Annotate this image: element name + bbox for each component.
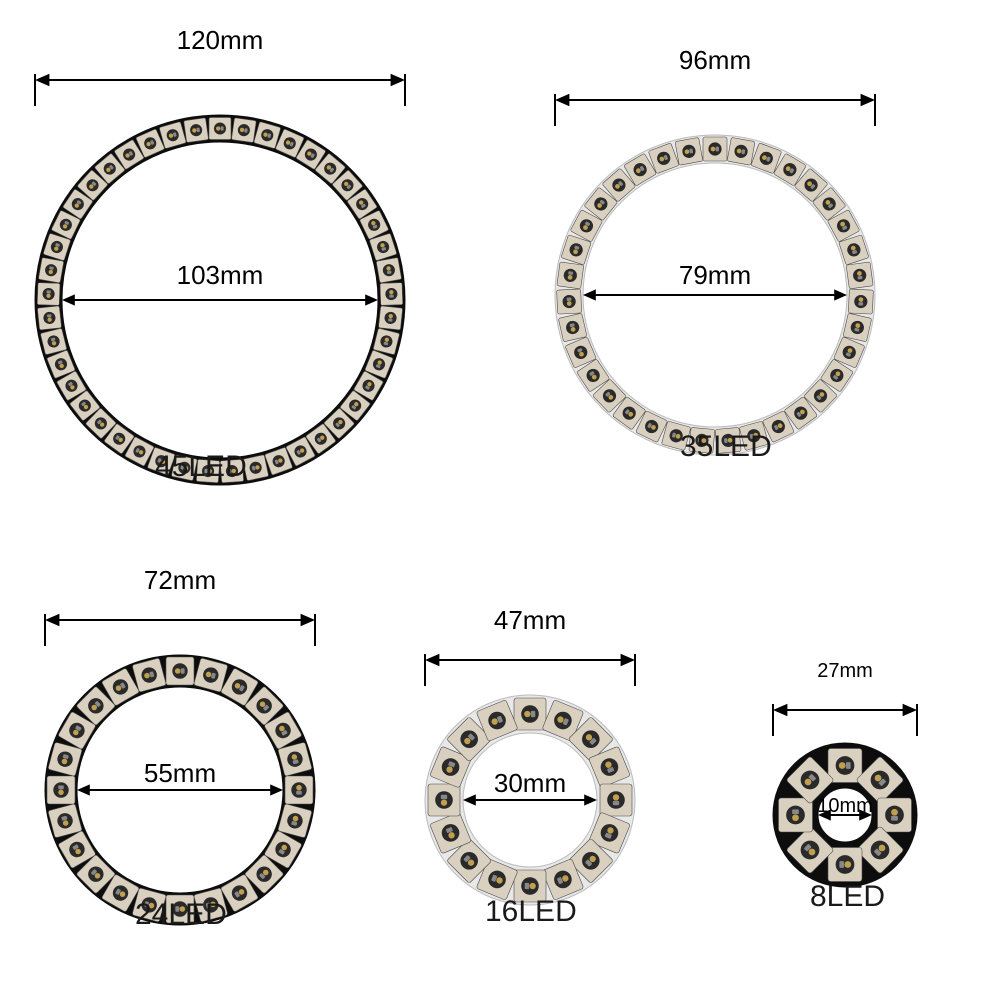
ring45-caption: 45LED [155,450,247,484]
ring35-caption: 35LED [680,430,772,464]
ring45-inner-dim: 103mm [30,260,410,291]
ring24-inner-dim: 55mm [40,758,320,789]
ring8-group: 27mm 10mm [770,690,920,890]
ring8-caption: 8LED [810,880,885,914]
ring16-inner-dim: 30mm [420,768,640,799]
ring16-group: 47mm 30mm [420,640,640,910]
ring45-outer-dim: 120mm [30,25,410,56]
ring8-inner-dim: 10mm [770,795,920,818]
ring24-caption: 24LED [135,898,227,932]
ring8-outer-dim: 27mm [770,660,920,683]
ring45-group: 120mm 103mm [30,60,410,490]
ring16-caption: 16LED [485,895,577,929]
ring8-svg [770,690,920,890]
ring24-group: 72mm 55mm [40,600,320,930]
ring35-outer-dim: 96mm [550,45,880,76]
ring35-inner-dim: 79mm [550,260,880,291]
ring24-outer-dim: 72mm [40,565,320,596]
ring16-outer-dim: 47mm [420,605,640,636]
ring35-group: 96mm 79mm [550,80,880,460]
